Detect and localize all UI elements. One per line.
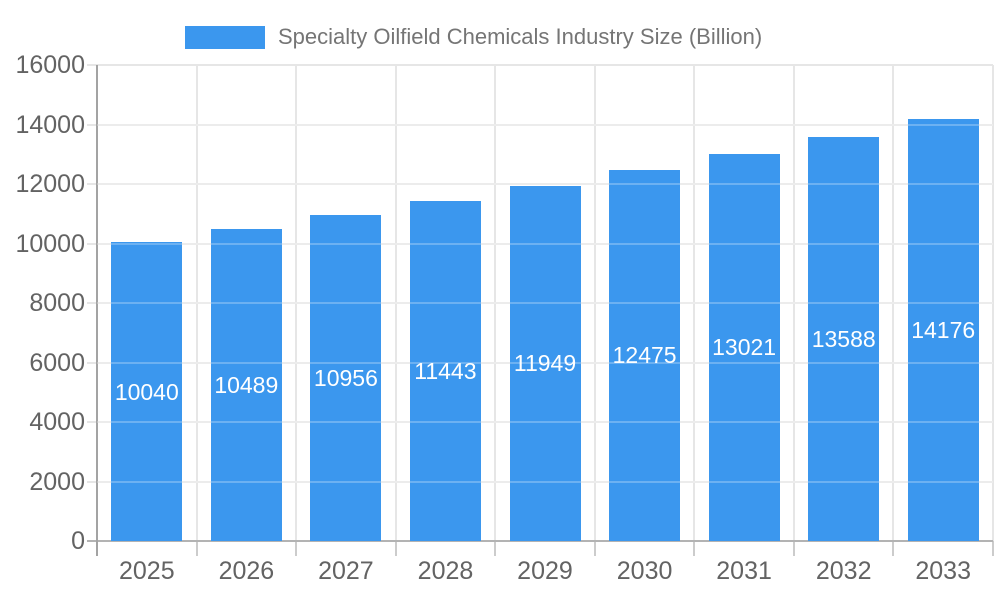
bar-value-label: 11949	[513, 350, 577, 376]
x-axis-label: 2030	[616, 557, 673, 585]
bar-2030[interactable]	[609, 169, 681, 541]
y-axis-line	[96, 65, 98, 556]
gridline-x-7	[793, 65, 795, 541]
x-axis-label: 2029	[517, 557, 573, 585]
bar-value-label: 13588	[811, 326, 876, 352]
bar-2032[interactable]	[808, 136, 880, 541]
gridline-y-16000	[87, 64, 993, 66]
x-axis-label: 2032	[815, 557, 872, 585]
y-axis-label: 6000	[29, 349, 85, 377]
x-axis-tick	[693, 541, 695, 556]
y-axis-label: 10000	[15, 230, 85, 258]
gridline-overlay	[97, 243, 993, 245]
y-axis-label: 4000	[29, 408, 85, 436]
x-axis-label: 2025	[118, 557, 175, 585]
x-axis-label: 2028	[417, 557, 474, 585]
bar-value-label: 14176	[911, 317, 976, 343]
y-axis-label: 8000	[29, 289, 85, 317]
x-axis-tick	[395, 541, 397, 556]
gridline-x-8	[892, 65, 894, 541]
x-axis-line	[87, 540, 993, 542]
bar-2028[interactable]	[409, 200, 481, 541]
bar-value-label: 10489	[214, 372, 279, 398]
gridline-x-3	[395, 65, 397, 541]
x-axis-tick	[196, 541, 198, 556]
bar-2031[interactable]	[708, 153, 780, 541]
x-axis-label: 2033	[915, 557, 971, 585]
x-axis-tick	[992, 541, 994, 556]
bar-2029[interactable]	[509, 185, 581, 541]
legend-swatch	[185, 25, 265, 49]
y-axis-label: 12000	[15, 170, 85, 198]
bar-value-label: 11443	[414, 358, 477, 384]
gridline-x-1	[196, 65, 198, 541]
chart-legend[interactable]: Specialty Oilfield Chemicals Industry Si…	[185, 24, 762, 50]
gridline-overlay	[97, 481, 993, 483]
x-axis-label: 2027	[318, 557, 374, 585]
gridline-y-12000	[87, 183, 993, 185]
gridline-overlay	[97, 302, 993, 304]
gridline-x-5	[594, 65, 596, 541]
y-axis-label: 0	[71, 527, 85, 555]
bar-2033[interactable]	[907, 119, 979, 541]
legend-label: Specialty Oilfield Chemicals Industry Si…	[278, 24, 763, 49]
gridline-overlay	[97, 183, 993, 185]
y-axis-label: 14000	[15, 111, 85, 139]
gridline-x-4	[494, 65, 496, 541]
x-axis-tick	[892, 541, 894, 556]
gridline-x-9	[992, 65, 994, 541]
bar-value-label: 10040	[114, 379, 179, 405]
gridline-y-14000	[87, 124, 993, 126]
x-axis-tick	[494, 541, 496, 556]
bar-value-label: 12475	[612, 342, 677, 368]
gridline-overlay	[97, 124, 993, 126]
bar-value-label: 10956	[313, 365, 378, 391]
bar-2027[interactable]	[310, 215, 382, 541]
x-axis-tick	[594, 541, 596, 556]
bar-2025[interactable]	[111, 242, 183, 541]
x-axis-tick	[295, 541, 297, 556]
gridline-x-6	[693, 65, 695, 541]
x-axis-label: 2031	[716, 557, 772, 585]
bar-2026[interactable]	[210, 229, 282, 541]
x-axis-tick	[793, 541, 795, 556]
gridline-overlay	[97, 421, 993, 423]
bar-value-label: 13021	[712, 334, 777, 360]
gridline-overlay	[97, 362, 993, 364]
x-axis-label: 2026	[218, 557, 275, 585]
y-axis-label: 16000	[15, 51, 85, 79]
y-axis-label: 2000	[29, 468, 85, 496]
gridline-x-2	[295, 65, 297, 541]
